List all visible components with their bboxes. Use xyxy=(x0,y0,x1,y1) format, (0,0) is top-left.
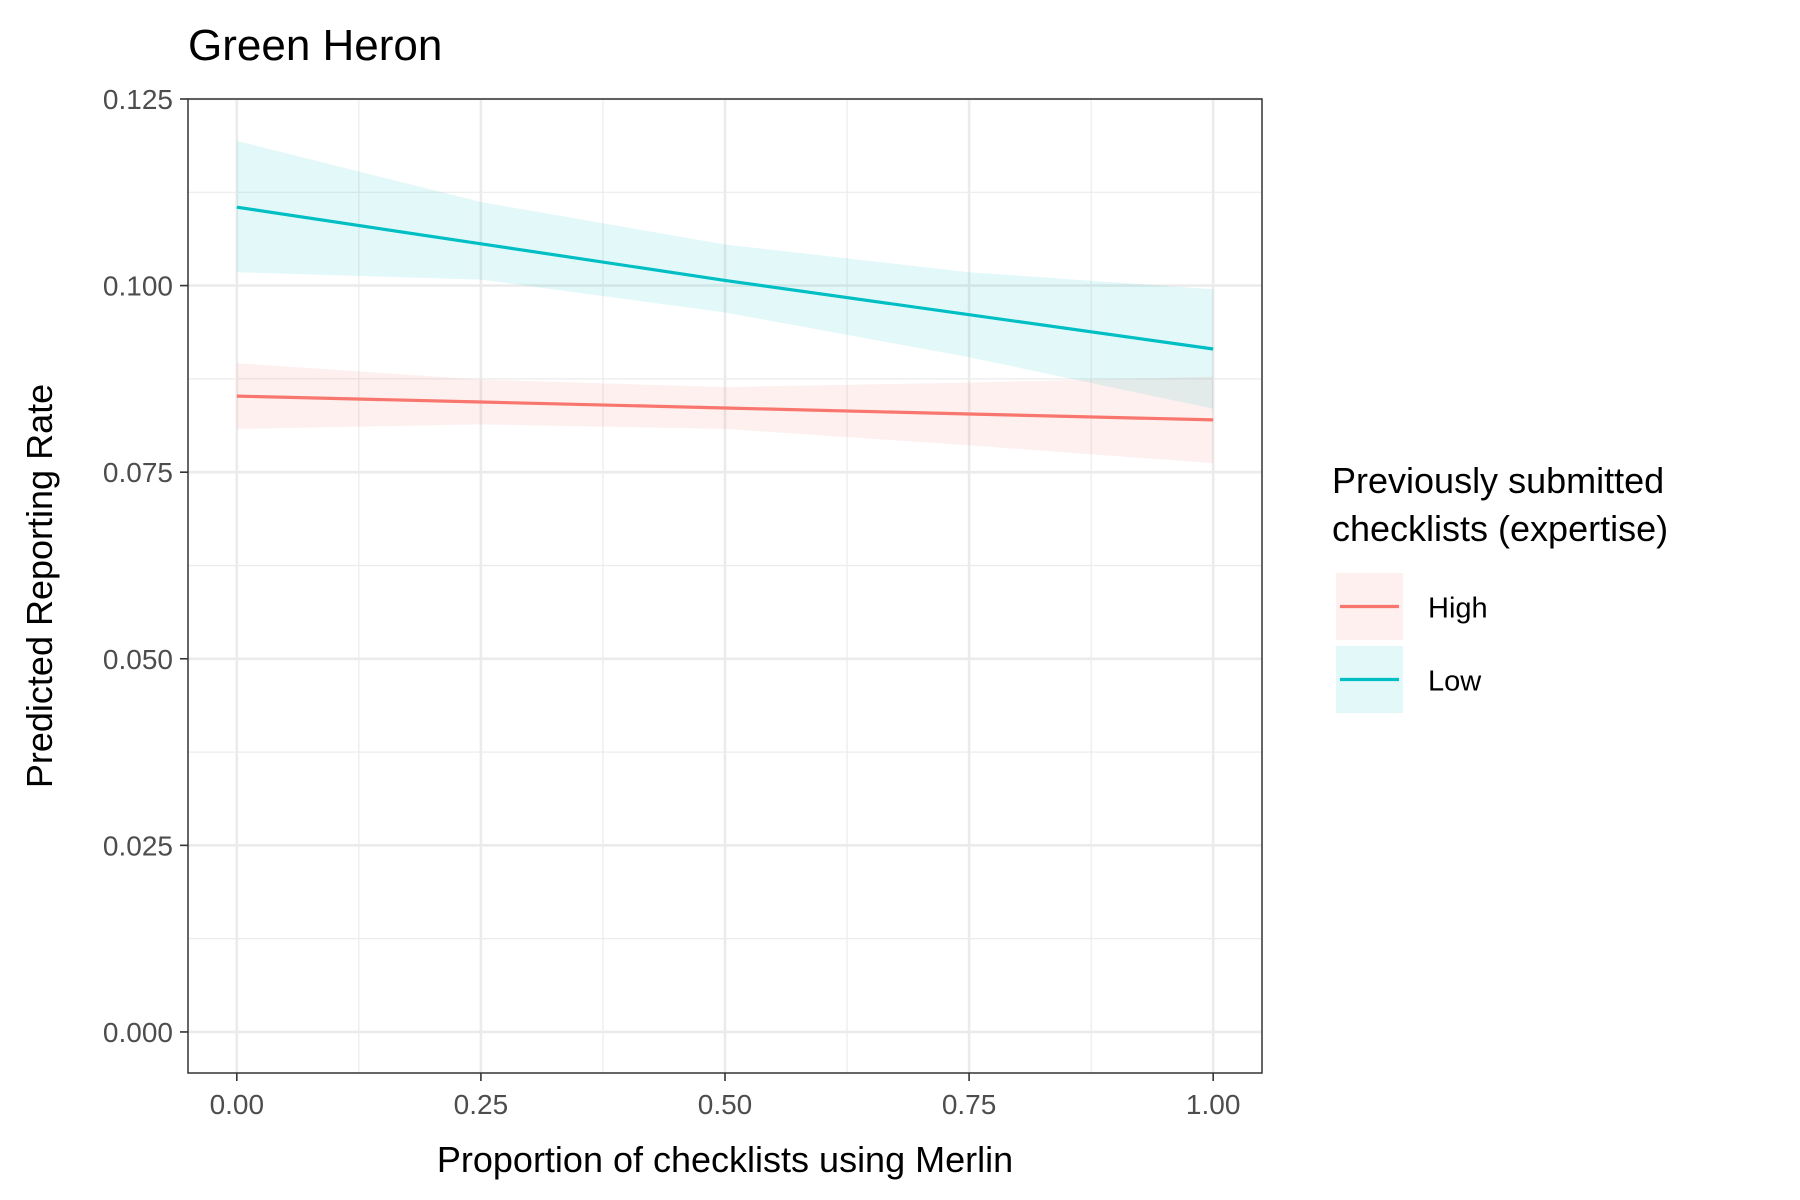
legend-item-high: High xyxy=(1336,573,1488,640)
y-tick-label: 0.125 xyxy=(103,84,173,115)
legend-item-low: Low xyxy=(1336,646,1482,713)
confidence-bands xyxy=(236,140,1214,464)
legend: Previously submitted checklists (experti… xyxy=(1332,460,1668,713)
y-tick-label: 0.025 xyxy=(103,830,173,861)
legend-title-line-1: Previously submitted xyxy=(1332,460,1664,501)
legend-keys: High Low xyxy=(1336,573,1488,713)
x-tick-label: 0.00 xyxy=(210,1089,265,1120)
x-axis-title: Proportion of checklists using Merlin xyxy=(437,1139,1013,1180)
series-lines xyxy=(236,205,1214,422)
confidence-band-low xyxy=(236,140,1214,409)
y-tick-label: 0.050 xyxy=(103,644,173,675)
confidence-band-high xyxy=(236,363,1214,464)
chart-title: Green Heron xyxy=(188,21,442,70)
legend-label: High xyxy=(1428,593,1488,625)
x-tick-label: 0.75 xyxy=(942,1089,997,1120)
series-line-high xyxy=(236,394,1214,422)
series-line-low xyxy=(236,205,1214,351)
y-tick-label: 0.100 xyxy=(103,271,173,302)
y-axis-title: Predicted Reporting Rate xyxy=(19,384,60,788)
x-tick-label: 1.00 xyxy=(1186,1089,1241,1120)
y-tick-label: 0.000 xyxy=(103,1017,173,1048)
x-tick-label: 0.50 xyxy=(698,1089,753,1120)
legend-title-line-2: checklists (expertise) xyxy=(1332,508,1668,549)
legend-label: Low xyxy=(1428,666,1482,698)
axis-ticks: 0.00 0.25 0.50 0.75 1.00 0.000 0.025 0.050 0.075… xyxy=(103,84,1241,1120)
x-tick-label: 0.25 xyxy=(454,1089,509,1120)
y-tick-label: 0.075 xyxy=(103,457,173,488)
